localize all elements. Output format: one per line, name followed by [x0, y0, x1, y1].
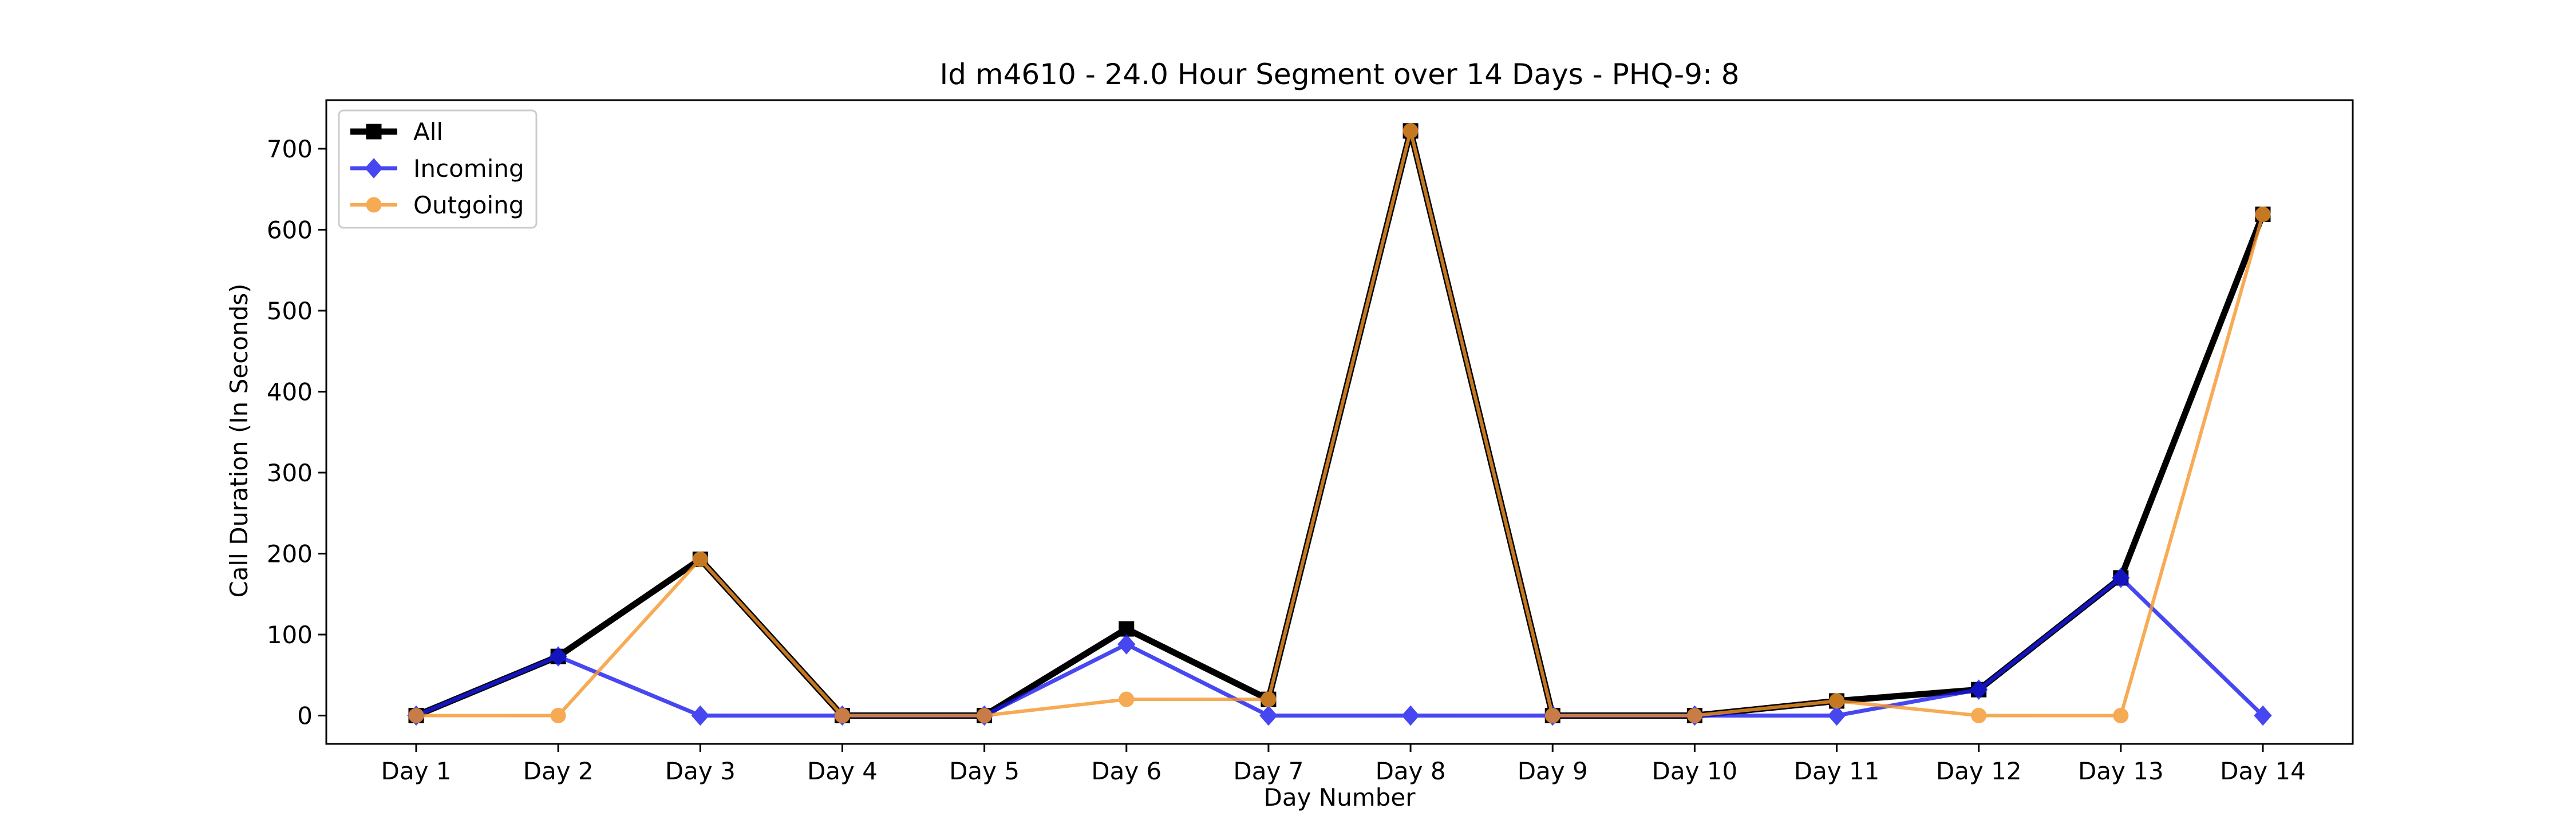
point-outgoing: [2113, 707, 2129, 723]
x-tick-label: Day 10: [1652, 757, 1738, 785]
point-outgoing: [550, 707, 566, 723]
y-tick-label: 500: [267, 297, 313, 325]
x-tick-label: Day 3: [665, 757, 736, 785]
x-tick-label: Day 11: [1794, 757, 1880, 785]
plot-frame: [325, 99, 2354, 745]
y-tick-label: 600: [267, 216, 313, 244]
legend-marker-outgoing: [366, 197, 382, 213]
y-tick-label: 0: [297, 702, 313, 730]
point-outgoing: [977, 707, 993, 723]
point-outgoing: [1544, 707, 1560, 723]
y-tick-label: 200: [267, 540, 313, 568]
point-outgoing: [1119, 691, 1135, 707]
plot-area: Day 1 Day 2 Day 3 Day 4 Day 5 Day 6 Day 7 Day 8…: [267, 99, 2354, 785]
x-tick-label: Day 14: [2220, 757, 2306, 785]
x-tick-label: Day 2: [523, 757, 594, 785]
point-incoming: [1827, 705, 1846, 726]
point-incoming: [1401, 705, 1420, 726]
x-tick-label: Day 13: [2078, 757, 2164, 785]
legend-label-incoming: Incoming: [413, 154, 524, 183]
point-outgoing: [1402, 123, 1419, 139]
y-tick-label: 100: [267, 621, 313, 649]
point-outgoing: [834, 707, 850, 723]
x-tick-label: Day 4: [807, 757, 878, 785]
series-line-outgoing: [416, 129, 2265, 718]
legend-label-outgoing: Outgoing: [413, 191, 524, 219]
series-incoming: [407, 568, 2272, 726]
legend-entry-all: [350, 124, 397, 140]
legend-entry-incoming: [350, 158, 397, 179]
x-tick-label: Day 6: [1091, 757, 1161, 785]
x-tick-label: Day 9: [1518, 757, 1588, 785]
x-tick-label: Day 12: [1936, 757, 2022, 785]
point-outgoing: [2255, 207, 2271, 223]
series-outgoing: [408, 123, 2271, 723]
legend-frame: [338, 109, 538, 229]
point-outgoing: [1829, 693, 1845, 709]
x-axis-title: Day Number: [1263, 783, 1416, 811]
point-incoming: [1259, 705, 1278, 726]
point-outgoing: [1261, 691, 1277, 707]
point-outgoing: [1971, 707, 1987, 723]
series-line-all: [414, 128, 2266, 719]
point-incoming: [1117, 634, 1136, 655]
point-incoming: [2254, 705, 2272, 726]
y-axis-title: Call Duration (In Seconds): [225, 283, 253, 597]
point-incoming: [2112, 568, 2130, 588]
point-incoming: [549, 646, 567, 667]
x-tick-label: Day 1: [381, 757, 451, 785]
point-incoming: [1970, 679, 1988, 700]
y-tick-label: 700: [267, 135, 313, 163]
legend-label-all: All: [413, 118, 443, 146]
legend-entry-outgoing: [350, 197, 397, 213]
point-outgoing: [408, 707, 424, 723]
y-tick-label: 300: [267, 459, 313, 487]
point-outgoing: [692, 551, 708, 567]
legend-marker-incoming: [365, 158, 383, 179]
point-incoming: [691, 705, 709, 726]
point-all: [1119, 621, 1135, 637]
x-tick-label: Day 8: [1376, 757, 1446, 785]
series-all: [408, 123, 2271, 723]
series-line-incoming: [415, 576, 2265, 718]
chart-title: Id m4610 - 24.0 Hour Segment over 14 Day…: [939, 58, 1739, 91]
y-tick-label: 400: [267, 378, 313, 406]
x-tick-label: Day 7: [1233, 757, 1303, 785]
point-outgoing: [1686, 707, 1702, 723]
legend-marker-all: [366, 124, 382, 140]
x-tick-label: Day 5: [949, 757, 1020, 785]
legend: All Incoming Outgoing: [338, 109, 538, 229]
